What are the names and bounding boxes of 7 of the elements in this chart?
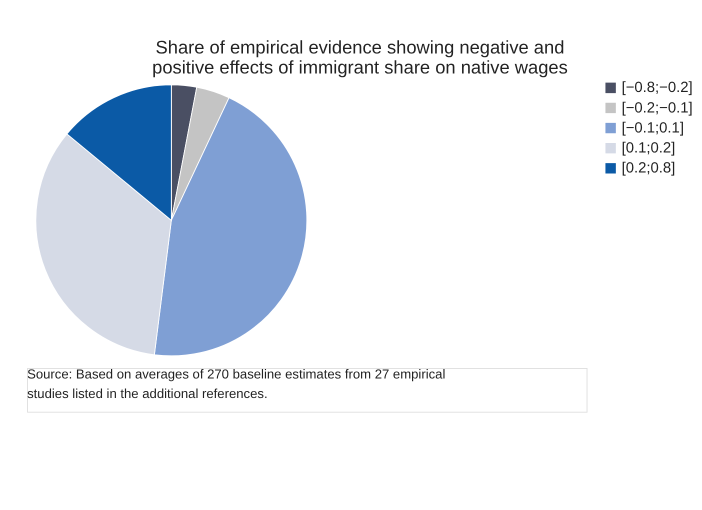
legend-label: [0.1;0.2] bbox=[622, 140, 676, 157]
legend-label: [−0.8;−0.2] bbox=[622, 80, 693, 96]
legend-label: [−0.1;0.1] bbox=[622, 120, 684, 136]
legend-label: [0.2;0.8] bbox=[622, 160, 676, 177]
chart-title: Share of empirical evidence showing negative and positive effects of immigrant share on native wages bbox=[152, 36, 568, 78]
source-note: Source: Based on averages of 270 baseline estimates from 27 empirical studies listed in the additional references. bbox=[27, 366, 446, 401]
legend-label: [−0.2;−0.1] bbox=[622, 100, 693, 116]
